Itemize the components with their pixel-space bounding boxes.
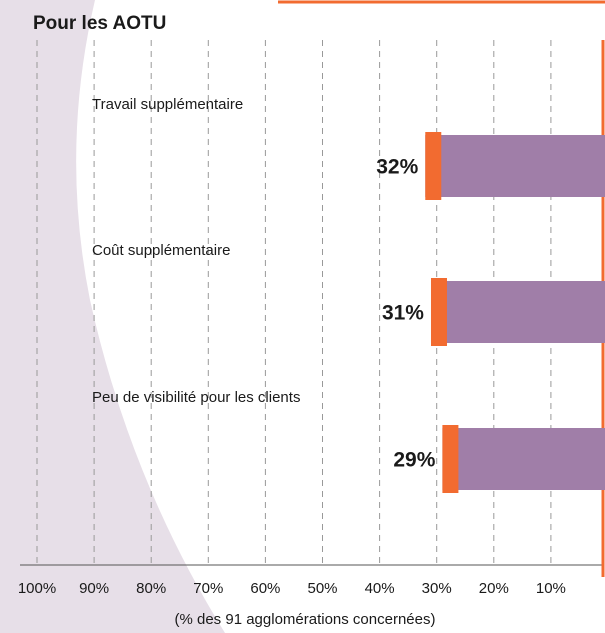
x-tick-label: 50% <box>307 580 337 597</box>
category-label: Travail supplémentaire <box>92 96 243 113</box>
value-label: 29% <box>393 449 435 472</box>
bar <box>442 428 605 490</box>
x-tick-label: 20% <box>479 580 509 597</box>
category-label: Peu de visibilité pour les clients <box>92 389 300 406</box>
bar-cap <box>430 278 447 346</box>
x-tick-label: 80% <box>136 580 166 597</box>
x-tick-label: 90% <box>79 580 109 597</box>
background-shape <box>0 0 225 633</box>
value-label: 32% <box>376 156 418 179</box>
x-tick-label: 10% <box>536 580 566 597</box>
x-tick-label: 40% <box>365 580 395 597</box>
bar-cap <box>442 425 459 493</box>
x-tick-label: 30% <box>422 580 452 597</box>
bar <box>425 135 605 197</box>
x-tick-label: 100% <box>18 580 56 597</box>
x-tick-label: 70% <box>193 580 223 597</box>
bar <box>430 281 605 343</box>
bar-cap <box>425 132 442 200</box>
chart-title: Pour les AOTU <box>33 13 166 34</box>
category-label: Coût supplémentaire <box>92 242 230 259</box>
value-label: 31% <box>382 302 424 325</box>
x-axis-label: (% des 91 agglomérations concernées) <box>175 611 436 628</box>
x-tick-label: 60% <box>250 580 280 597</box>
